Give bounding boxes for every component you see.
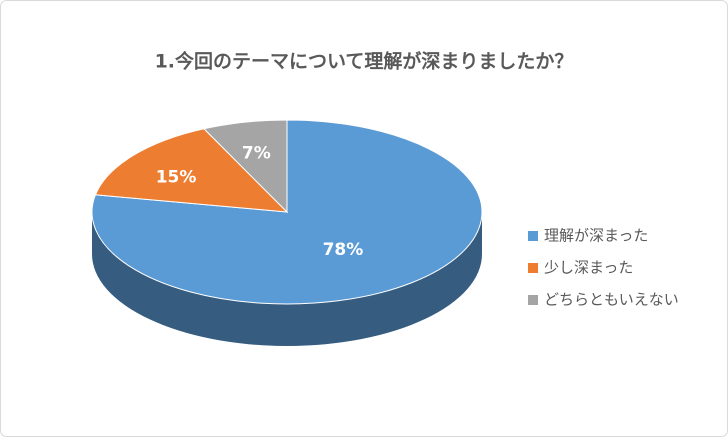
chart-title: 1.今回のテーマについて理解が深まりましたか？: [155, 50, 574, 73]
slice: [91, 119, 483, 305]
legend-swatch: [528, 231, 538, 241]
slice-side-shade: [92, 212, 482, 346]
data-label: 78%: [323, 240, 364, 260]
slice: [202, 119, 288, 214]
legend-label: 理解が深まった: [544, 227, 648, 245]
data-label: 7%: [242, 143, 271, 163]
legend-label: 少し深まった: [544, 259, 633, 277]
data-label: 15%: [156, 167, 197, 187]
legend-swatch: [528, 295, 538, 305]
legend-swatch: [528, 263, 538, 273]
slice: [94, 128, 289, 213]
legend-label: どちらともいえない: [544, 291, 679, 309]
slice-side: [92, 212, 482, 346]
